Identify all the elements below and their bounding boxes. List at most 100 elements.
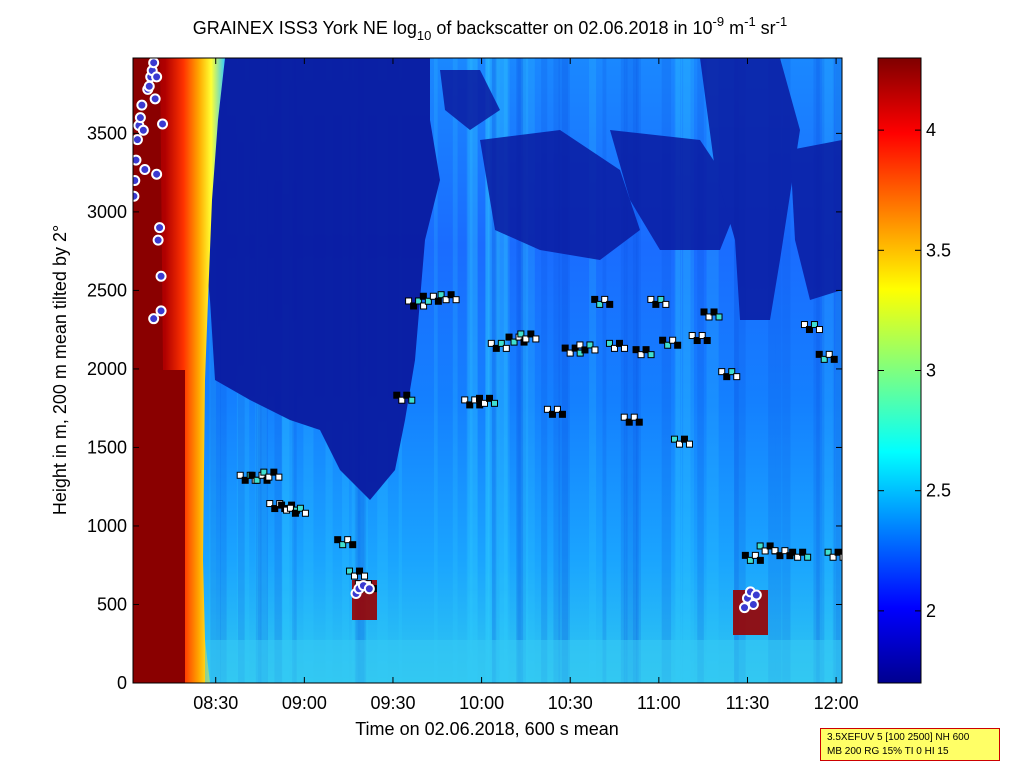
cloud-base-marker bbox=[591, 346, 599, 354]
x-axis: 08:30 09:00 09:30 10:00 10:30 11:00 11:30 12:00 bbox=[193, 58, 859, 713]
precip-marker bbox=[149, 93, 161, 105]
cloud-base-marker bbox=[275, 473, 283, 481]
cloud-base-marker bbox=[675, 440, 683, 448]
cloud-base-marker bbox=[486, 394, 493, 402]
cloud-base-marker bbox=[346, 567, 354, 575]
cloud-base-marker bbox=[447, 291, 455, 299]
cloud-base-marker bbox=[800, 321, 808, 329]
precip-marker bbox=[133, 190, 140, 202]
cloud-base-marker bbox=[815, 326, 823, 334]
cloud-base-marker bbox=[766, 542, 774, 550]
cloud-base-marker bbox=[253, 476, 261, 484]
cloud-base-marker bbox=[804, 553, 812, 561]
chart-title: GRAINEX ISS3 York NE log10 of backscatte… bbox=[193, 14, 787, 43]
precip-marker bbox=[739, 602, 751, 614]
cloud-base-marker bbox=[403, 391, 411, 399]
cloud-base-marker bbox=[487, 339, 495, 347]
cloud-base-marker bbox=[405, 297, 413, 305]
cloud-base-marker bbox=[532, 335, 540, 343]
cloud-base-marker bbox=[429, 292, 437, 300]
cloud-base-marker bbox=[558, 410, 566, 418]
cloud-base-marker bbox=[674, 341, 682, 349]
cloud-base-marker bbox=[420, 302, 428, 310]
cloud-base-marker bbox=[776, 552, 784, 560]
y-axis-label: Height in m, 200 m mean tilted by 2° bbox=[50, 225, 70, 515]
precip-marker bbox=[139, 163, 151, 175]
precip-marker bbox=[155, 305, 167, 317]
y-tick-label: 0 bbox=[117, 673, 127, 693]
cloud-base-marker bbox=[741, 551, 749, 559]
cloud-base-marker bbox=[248, 471, 256, 479]
cloud-base-marker bbox=[424, 297, 432, 305]
precip-marker bbox=[136, 99, 148, 111]
cloud-base-marker bbox=[502, 344, 510, 352]
precip-marker bbox=[133, 174, 141, 186]
precip-marker bbox=[750, 589, 762, 601]
cloud-base-marker bbox=[492, 344, 500, 352]
x-tick-label: 12:00 bbox=[814, 693, 859, 713]
precip-marker bbox=[154, 222, 166, 234]
y-tick-label: 1000 bbox=[87, 516, 127, 536]
cloud-base-marker bbox=[566, 349, 574, 357]
cloud-base-marker bbox=[700, 308, 708, 316]
cloud-base-marker bbox=[581, 346, 589, 354]
cloud-base-marker bbox=[756, 556, 764, 564]
precip-marker bbox=[152, 234, 164, 246]
cloud-base-marker bbox=[756, 542, 764, 550]
cloud-base-marker bbox=[718, 368, 726, 376]
cloud-base-marker bbox=[635, 418, 643, 426]
precip-marker bbox=[148, 313, 160, 325]
cloud-base-marker bbox=[410, 302, 418, 310]
cloud-base-marker bbox=[344, 536, 352, 544]
cloud-base-marker bbox=[334, 536, 342, 544]
cloud-base-marker bbox=[789, 548, 797, 556]
cloud-base-marker bbox=[266, 500, 274, 508]
cloud-base-marker bbox=[771, 547, 779, 555]
cloud-base-marker bbox=[510, 338, 518, 346]
cloud-base-marker bbox=[688, 332, 696, 340]
cloud-base-marker bbox=[586, 341, 594, 349]
cloud-base-marker bbox=[642, 346, 650, 354]
y-axis: 0 500 1000 1500 2000 2500 3000 3500 bbox=[87, 123, 842, 693]
cloud-base-marker bbox=[834, 548, 842, 556]
cloud-base-marker bbox=[301, 509, 309, 517]
cloud-base-marker bbox=[361, 572, 369, 580]
cloud-base-marker bbox=[236, 471, 244, 479]
cloud-base-marker bbox=[605, 339, 613, 347]
clear-air-region bbox=[200, 58, 440, 500]
precip-marker bbox=[133, 134, 143, 146]
precip-marker bbox=[143, 80, 155, 92]
upper-dark-patches bbox=[440, 58, 842, 320]
x-tick-label: 11:00 bbox=[637, 693, 681, 713]
x-tick-label: 10:30 bbox=[548, 693, 593, 713]
cloud-base-marker bbox=[442, 296, 450, 304]
cloud-base-marker bbox=[632, 346, 640, 354]
cloud-base-marker bbox=[466, 401, 474, 409]
cloud-base-marker bbox=[270, 468, 278, 476]
cloud-base-marker bbox=[561, 344, 569, 352]
x-tick-label: 09:30 bbox=[370, 693, 415, 713]
cloud-base-marker bbox=[751, 551, 759, 559]
x-tick-label: 09:00 bbox=[282, 693, 327, 713]
cloud-base-marker bbox=[625, 418, 633, 426]
cloud-base-marker bbox=[733, 373, 741, 381]
infobox-line-2: MB 200 RG 15% TI 0 HI 15 bbox=[827, 746, 949, 757]
cloud-base-marker bbox=[286, 504, 294, 512]
cloud-base-marker bbox=[527, 330, 535, 338]
cloud-base-marker bbox=[591, 295, 599, 303]
cloud-base-marker bbox=[652, 300, 660, 308]
cloud-base-marker bbox=[260, 468, 268, 476]
colorbar-ticks: 2 2.5 3 3.5 4 bbox=[878, 120, 951, 621]
cloud-base-marker bbox=[610, 344, 618, 352]
cloud-base-marker bbox=[728, 368, 736, 376]
precip-marker bbox=[151, 168, 163, 180]
y-tick-label: 3500 bbox=[87, 123, 127, 143]
cloud-base-marker bbox=[522, 335, 530, 343]
cloud-base-marker bbox=[746, 556, 754, 564]
cloud-base-marker bbox=[576, 341, 584, 349]
cloud-base-marker bbox=[647, 295, 655, 303]
cloud-base-marker bbox=[825, 350, 833, 358]
colorbar-tick-label: 2 bbox=[926, 601, 936, 621]
cloud-base-marker bbox=[705, 313, 713, 321]
cloud-base-marker bbox=[637, 351, 645, 359]
